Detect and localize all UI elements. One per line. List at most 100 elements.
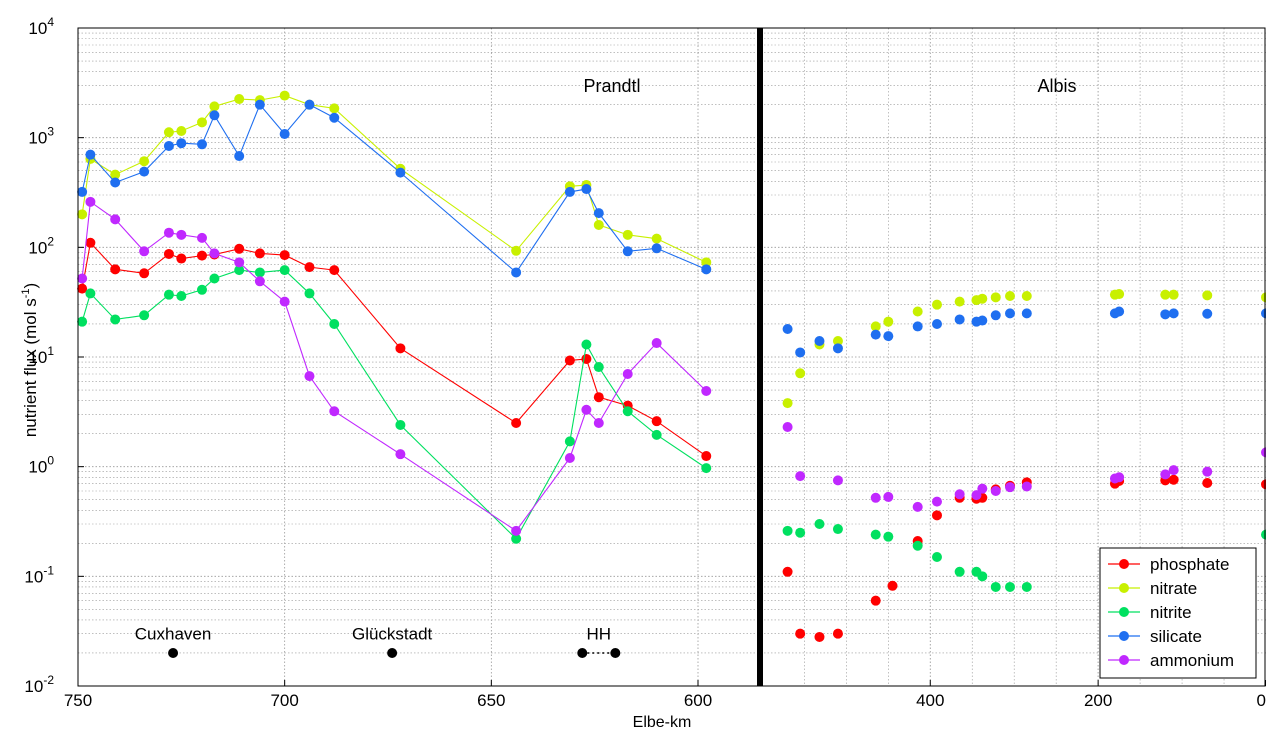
- y-tick-label-base: 10: [28, 348, 47, 367]
- x-tick-label: 0: [1257, 691, 1266, 710]
- data-point-phosphate: [176, 253, 187, 264]
- data-point-ammonium: [701, 385, 712, 396]
- data-point-silicate: [209, 110, 220, 121]
- data-point-ammonium: [832, 475, 843, 486]
- data-point-ammonium: [782, 421, 793, 432]
- y-tick-label: 102: [28, 234, 54, 257]
- y-tick-label: 104: [28, 15, 54, 38]
- data-point-silicate: [622, 246, 633, 257]
- data-point-silicate: [1005, 308, 1016, 319]
- data-point-nitrite: [254, 267, 265, 278]
- data-point-nitrate: [832, 335, 843, 346]
- y-axis-label: nutrient flux (mol s-1): [20, 283, 40, 437]
- location-marker: [168, 647, 179, 658]
- y-tick-label: 10-2: [24, 673, 54, 696]
- data-point-nitrite: [1021, 581, 1032, 592]
- legend-marker-silicate: [1119, 631, 1129, 641]
- legend-marker-phosphate: [1119, 559, 1129, 569]
- data-point-silicate: [163, 140, 174, 151]
- data-point-silicate: [954, 314, 965, 325]
- data-point-ammonium: [254, 276, 265, 287]
- location-label: HH: [587, 625, 612, 644]
- series-line-ammonium: [81, 200, 707, 532]
- legend-label-nitrate: nitrate: [1150, 579, 1197, 598]
- x-tick-label: 400: [916, 691, 944, 710]
- data-point-nitrate: [870, 321, 881, 332]
- data-point-nitrate: [622, 229, 633, 240]
- data-point-nitrite: [329, 318, 340, 329]
- data-point-phosphate: [1168, 474, 1179, 485]
- data-point-phosphate: [832, 628, 843, 639]
- data-point-ammonium: [931, 496, 942, 507]
- data-point-nitrite: [77, 316, 88, 327]
- data-point-silicate: [564, 186, 575, 197]
- data-point-silicate: [304, 99, 315, 110]
- data-point-nitrite: [139, 310, 150, 321]
- data-point-silicate: [990, 310, 1001, 321]
- data-point-nitrate: [593, 219, 604, 230]
- data-point-silicate: [1168, 308, 1179, 319]
- data-point-nitrite: [564, 436, 575, 447]
- data-point-phosphate: [110, 264, 121, 275]
- data-point-silicate: [254, 99, 265, 110]
- data-point-nitrite: [176, 290, 187, 301]
- data-point-ammonium: [977, 483, 988, 494]
- data-point-ammonium: [622, 368, 633, 379]
- data-point-nitrite: [954, 566, 965, 577]
- data-point-silicate: [1114, 306, 1125, 317]
- data-point-silicate: [931, 318, 942, 329]
- data-point-silicate: [593, 208, 604, 219]
- y-tick-label-base: 10: [28, 129, 47, 148]
- data-point-silicate: [883, 331, 894, 342]
- data-point-ammonium: [564, 452, 575, 463]
- data-point-phosphate: [931, 510, 942, 521]
- data-point-ammonium: [581, 404, 592, 415]
- data-point-silicate: [197, 139, 207, 150]
- y-tick-label: 10-1: [24, 563, 54, 586]
- data-point-nitrite: [883, 531, 894, 542]
- data-point-ammonium: [795, 471, 806, 482]
- data-point-silicate: [139, 166, 150, 177]
- data-point-nitrite: [581, 339, 592, 350]
- data-point-nitrite: [197, 284, 207, 295]
- data-point-ammonium: [139, 246, 150, 257]
- legend-marker-ammonium: [1119, 655, 1129, 665]
- y-axis-label-text: nutrient flux (mol s: [21, 298, 40, 437]
- data-point-phosphate: [163, 248, 174, 259]
- data-point-ammonium: [1005, 482, 1016, 493]
- data-point-nitrite: [1005, 581, 1016, 592]
- data-point-nitrite: [701, 463, 712, 474]
- data-point-phosphate: [593, 392, 604, 403]
- data-point-silicate: [1202, 308, 1213, 319]
- x-tick-label: 650: [477, 691, 505, 710]
- data-point-nitrite: [395, 419, 406, 430]
- data-point-nitrite: [651, 429, 662, 440]
- data-point-nitrate: [511, 245, 522, 256]
- data-point-nitrate: [329, 103, 340, 114]
- data-point-phosphate: [234, 243, 245, 254]
- data-point-phosphate: [329, 265, 340, 276]
- series-line-phosphate: [81, 241, 707, 457]
- y-tick-label-base: 10: [28, 458, 47, 477]
- data-point-nitrate: [795, 368, 806, 379]
- y-tick-label-exponent: 3: [47, 125, 54, 139]
- data-point-nitrate: [1160, 289, 1171, 300]
- legend-marker-nitrite: [1119, 607, 1129, 617]
- series-line-nitrate: [81, 95, 707, 263]
- data-point-silicate: [912, 321, 923, 332]
- y-tick-label-exponent: 4: [47, 15, 54, 29]
- data-point-nitrite: [795, 527, 806, 538]
- data-point-nitrite: [593, 362, 604, 373]
- data-point-phosphate: [782, 566, 793, 577]
- y-tick-label-exponent: -1: [43, 563, 54, 577]
- data-point-nitrate: [176, 126, 187, 137]
- y-tick-label-exponent: 0: [47, 454, 54, 468]
- data-point-nitrite: [931, 552, 942, 563]
- data-point-phosphate: [197, 250, 207, 261]
- data-point-ammonium: [1202, 466, 1213, 477]
- data-point-phosphate: [139, 268, 150, 279]
- data-point-ammonium: [912, 501, 923, 512]
- x-axis-label: Elbe-km: [633, 714, 692, 731]
